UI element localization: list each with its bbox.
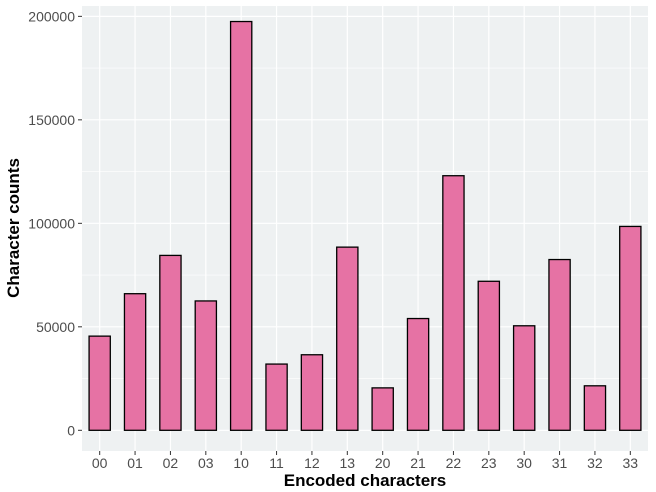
x-tick-label: 33 bbox=[623, 455, 639, 471]
x-tick-label: 23 bbox=[481, 455, 497, 471]
bar-23 bbox=[477, 280, 501, 431]
bar-33 bbox=[619, 225, 642, 431]
x-tick-label: 12 bbox=[304, 455, 320, 471]
bar-32 bbox=[583, 385, 607, 431]
y-axis-ticks: 0 50000 100000 150000 200000 bbox=[28, 8, 82, 438]
x-tick-label: 32 bbox=[587, 455, 603, 471]
bar-31 bbox=[548, 258, 571, 431]
x-tick-label: 13 bbox=[340, 455, 356, 471]
bar-20 bbox=[371, 387, 394, 431]
bar-12 bbox=[300, 354, 324, 431]
x-tick-label: 20 bbox=[375, 455, 391, 471]
bar-10 bbox=[229, 20, 253, 431]
bar-11 bbox=[265, 363, 288, 431]
x-tick-label: 10 bbox=[233, 455, 249, 471]
bar-02 bbox=[159, 254, 182, 431]
bar-03 bbox=[194, 300, 218, 431]
bars bbox=[88, 20, 642, 431]
bar-22 bbox=[442, 175, 465, 431]
y-tick-label: 50000 bbox=[36, 319, 75, 335]
x-tick-label: 01 bbox=[127, 455, 143, 471]
x-tick-label: 11 bbox=[269, 455, 284, 471]
x-tick-label: 02 bbox=[163, 455, 179, 471]
y-axis-title: Character counts bbox=[4, 158, 23, 298]
x-axis-title: Encoded characters bbox=[284, 471, 447, 490]
x-tick-label: 22 bbox=[446, 455, 462, 471]
bar-00 bbox=[88, 335, 111, 431]
bar-30 bbox=[512, 325, 536, 431]
y-tick-label: 150000 bbox=[28, 112, 75, 128]
x-tick-label: 31 bbox=[552, 455, 568, 471]
y-tick-label: 100000 bbox=[28, 215, 75, 231]
x-axis-ticks: 00 01 02 03 10 11 12 13 20 21 22 23 30 31 32 33 bbox=[92, 451, 638, 471]
x-tick-label: 30 bbox=[516, 455, 532, 471]
bar-13 bbox=[336, 246, 359, 431]
y-tick-label: 200000 bbox=[28, 8, 75, 24]
x-tick-label: 03 bbox=[198, 455, 214, 471]
x-tick-label: 00 bbox=[92, 455, 108, 471]
x-tick-label: 21 bbox=[410, 455, 426, 471]
bar-21 bbox=[406, 317, 430, 431]
y-tick-label: 0 bbox=[67, 422, 75, 438]
bar-01 bbox=[123, 293, 147, 431]
